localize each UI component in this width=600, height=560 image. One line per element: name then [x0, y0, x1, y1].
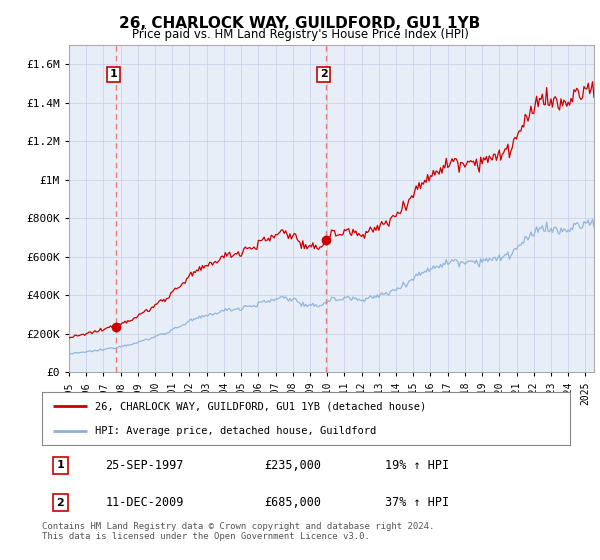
- Text: HPI: Average price, detached house, Guildford: HPI: Average price, detached house, Guil…: [95, 426, 376, 436]
- Text: 19% ↑ HPI: 19% ↑ HPI: [385, 459, 449, 472]
- Text: 2: 2: [320, 69, 328, 80]
- Text: 2: 2: [56, 498, 64, 507]
- Text: 1: 1: [56, 460, 64, 470]
- Text: Price paid vs. HM Land Registry's House Price Index (HPI): Price paid vs. HM Land Registry's House …: [131, 28, 469, 41]
- Text: 11-DEC-2009: 11-DEC-2009: [106, 496, 184, 509]
- Text: £685,000: £685,000: [264, 496, 321, 509]
- Text: £235,000: £235,000: [264, 459, 321, 472]
- Text: 26, CHARLOCK WAY, GUILDFORD, GU1 1YB: 26, CHARLOCK WAY, GUILDFORD, GU1 1YB: [119, 16, 481, 31]
- Text: 1: 1: [110, 69, 117, 80]
- Text: 26, CHARLOCK WAY, GUILDFORD, GU1 1YB (detached house): 26, CHARLOCK WAY, GUILDFORD, GU1 1YB (de…: [95, 402, 426, 412]
- Text: Contains HM Land Registry data © Crown copyright and database right 2024.
This d: Contains HM Land Registry data © Crown c…: [42, 522, 434, 542]
- Text: 37% ↑ HPI: 37% ↑ HPI: [385, 496, 449, 509]
- Text: 25-SEP-1997: 25-SEP-1997: [106, 459, 184, 472]
